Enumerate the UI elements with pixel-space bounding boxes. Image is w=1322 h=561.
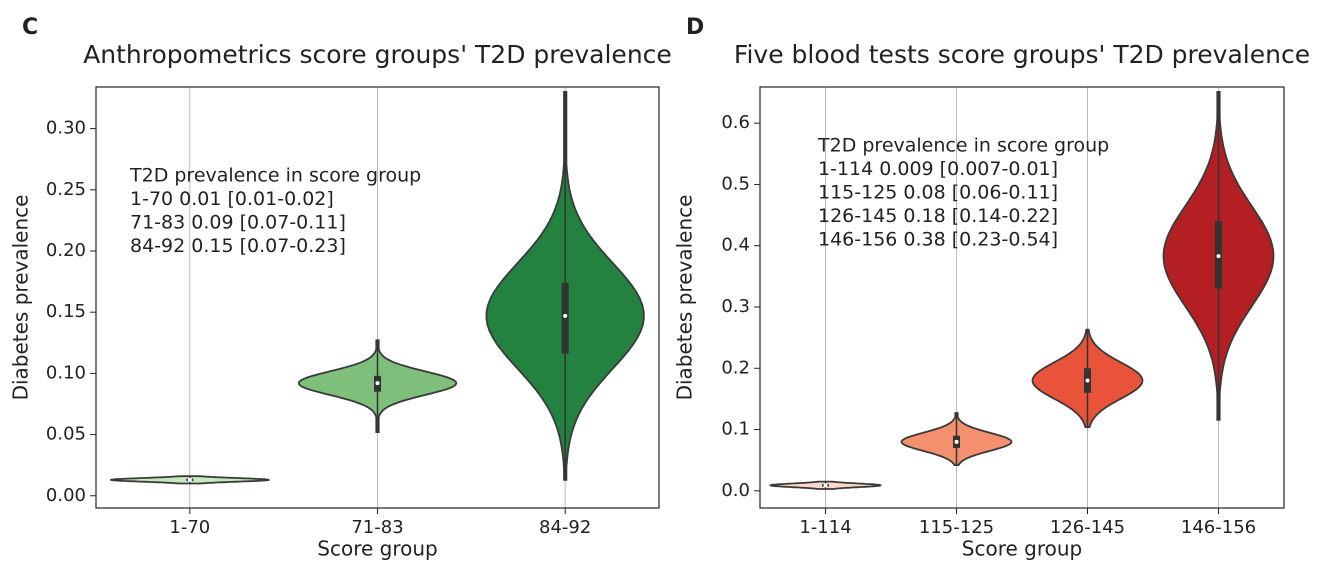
iqr-box xyxy=(561,282,569,354)
y-axis-label: Diabetes prevalence xyxy=(9,195,33,401)
y-tick-label: 0.05 xyxy=(46,424,86,445)
annotation: 146-156 0.38 [0.23-0.54] xyxy=(818,229,1058,251)
y-tick-label: 0.6 xyxy=(721,112,750,133)
x-tick-label: 126-145 xyxy=(1050,517,1125,538)
x-axis-label: Score group xyxy=(962,537,1082,561)
chart-title: Anthropometrics score groups' T2D preval… xyxy=(83,40,672,69)
median-dot xyxy=(563,313,568,318)
y-tick-label: 0.00 xyxy=(46,485,86,506)
plot-frame xyxy=(95,86,660,509)
y-tick-label: 0.30 xyxy=(46,118,86,139)
median-dot xyxy=(187,477,192,482)
annotation: T2D prevalence in score group xyxy=(129,165,421,187)
x-tick-label: 146-156 xyxy=(1181,517,1256,538)
x-tick-label: 84-92 xyxy=(539,517,591,538)
annotation: 126-145 0.18 [0.14-0.22] xyxy=(818,205,1058,227)
y-tick-label: 0.4 xyxy=(721,235,750,256)
y-tick-label: 0.20 xyxy=(46,240,86,261)
x-tick-label: 115-125 xyxy=(919,517,994,538)
median-dot xyxy=(1085,378,1090,383)
plot-frame xyxy=(759,86,1285,509)
annotation: T2D prevalence in score group xyxy=(817,135,1109,157)
annotation: 115-125 0.08 [0.06-0.11] xyxy=(818,182,1058,204)
annotation: 1-70 0.01 [0.01-0.02] xyxy=(130,188,334,210)
y-tick-label: 0.1 xyxy=(721,419,750,440)
annotation: 84-92 0.15 [0.07-0.23] xyxy=(130,235,346,257)
median-dot xyxy=(823,483,828,488)
x-tick-label: 1-114 xyxy=(799,517,851,538)
median-dot xyxy=(954,439,959,444)
x-axis-label: Score group xyxy=(317,537,437,561)
y-tick-label: 0.2 xyxy=(721,357,750,378)
y-tick-label: 0.25 xyxy=(46,179,86,200)
median-dot xyxy=(1216,254,1221,259)
annotation: 71-83 0.09 [0.07-0.11] xyxy=(130,212,346,234)
median-dot xyxy=(375,381,380,386)
annotation: 1-114 0.009 [0.007-0.01] xyxy=(818,158,1058,180)
y-tick-label: 0.5 xyxy=(721,173,750,194)
y-tick-label: 0.10 xyxy=(46,362,86,383)
x-tick-label: 1-70 xyxy=(169,517,210,538)
panel-label: D xyxy=(686,15,704,40)
x-tick-label: 71-83 xyxy=(351,517,403,538)
chart-title: Five blood tests score groups' T2D preva… xyxy=(734,40,1310,69)
y-tick-label: 0.15 xyxy=(46,301,86,322)
panel-label: C xyxy=(22,15,38,40)
y-tick-label: 0.3 xyxy=(721,296,750,317)
y-axis-label: Diabetes prevalence xyxy=(673,195,697,401)
y-tick-label: 0.0 xyxy=(721,480,750,501)
